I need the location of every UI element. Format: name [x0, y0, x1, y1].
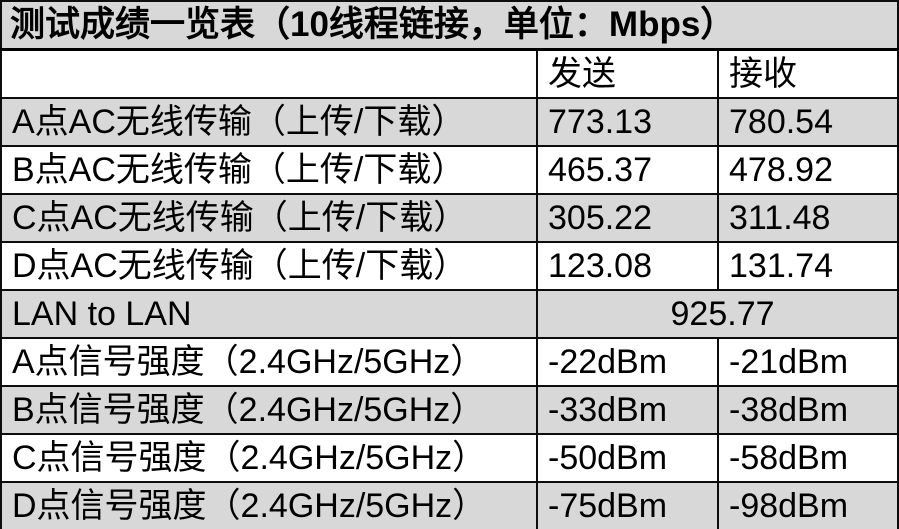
send-value: -75dBm: [536, 481, 719, 529]
receive-value: -58dBm: [716, 433, 899, 483]
send-value: -33dBm: [536, 385, 719, 435]
header-empty-cell: [0, 48, 538, 99]
receive-value: 131.74: [716, 241, 899, 291]
table-row-d-ac: D点AC无线传输（上传/下载） 123.08 131.74: [0, 241, 899, 291]
lan-merged-value: 925.77: [535, 289, 899, 339]
receive-value: 311.48: [716, 193, 899, 243]
row-label: A点信号强度（2.4GHz/5GHz）: [0, 337, 538, 387]
table-title: 测试成绩一览表（10线程链接，单位：Mbps）: [0, 0, 899, 51]
send-value: 465.37: [536, 145, 719, 195]
row-label: C点AC无线传输（上传/下载）: [0, 193, 538, 243]
row-label: D点AC无线传输（上传/下载）: [0, 241, 538, 291]
receive-value: -21dBm: [716, 337, 899, 387]
send-value: 123.08: [536, 241, 719, 291]
send-value: 773.13: [536, 97, 719, 147]
table-row-c-signal: C点信号强度（2.4GHz/5GHz） -50dBm -58dBm: [0, 433, 899, 483]
row-label: D点信号强度（2.4GHz/5GHz）: [0, 481, 538, 529]
header-send: 发送: [536, 48, 719, 99]
table-row-a-signal: A点信号强度（2.4GHz/5GHz） -22dBm -21dBm: [0, 337, 899, 387]
row-label: B点信号强度（2.4GHz/5GHz）: [0, 385, 538, 435]
row-label: A点AC无线传输（上传/下载）: [0, 97, 538, 147]
row-label: C点信号强度（2.4GHz/5GHz）: [0, 433, 538, 483]
receive-value: 780.54: [716, 97, 899, 147]
table-row-d-signal: D点信号强度（2.4GHz/5GHz） -75dBm -98dBm: [0, 481, 899, 529]
header-receive: 接收: [716, 48, 899, 99]
table-title-row: 测试成绩一览表（10线程链接，单位：Mbps）: [0, 0, 899, 51]
row-label: B点AC无线传输（上传/下载）: [0, 145, 538, 195]
table-row-lan-to-lan: LAN to LAN 925.77: [0, 289, 899, 339]
receive-value: -98dBm: [716, 481, 899, 529]
receive-value: 478.92: [716, 145, 899, 195]
receive-value: -38dBm: [716, 385, 899, 435]
send-value: 305.22: [536, 193, 719, 243]
table-row-b-signal: B点信号强度（2.4GHz/5GHz） -33dBm -38dBm: [0, 385, 899, 435]
send-value: -50dBm: [536, 433, 719, 483]
table-row-c-ac: C点AC无线传输（上传/下载） 305.22 311.48: [0, 193, 899, 243]
row-label: LAN to LAN: [0, 289, 538, 339]
header-row: 发送 接收: [0, 48, 899, 99]
table-row-b-ac: B点AC无线传输（上传/下载） 465.37 478.92: [0, 145, 899, 195]
table-row-a-ac: A点AC无线传输（上传/下载） 773.13 780.54: [0, 97, 899, 147]
send-value: -22dBm: [536, 337, 719, 387]
